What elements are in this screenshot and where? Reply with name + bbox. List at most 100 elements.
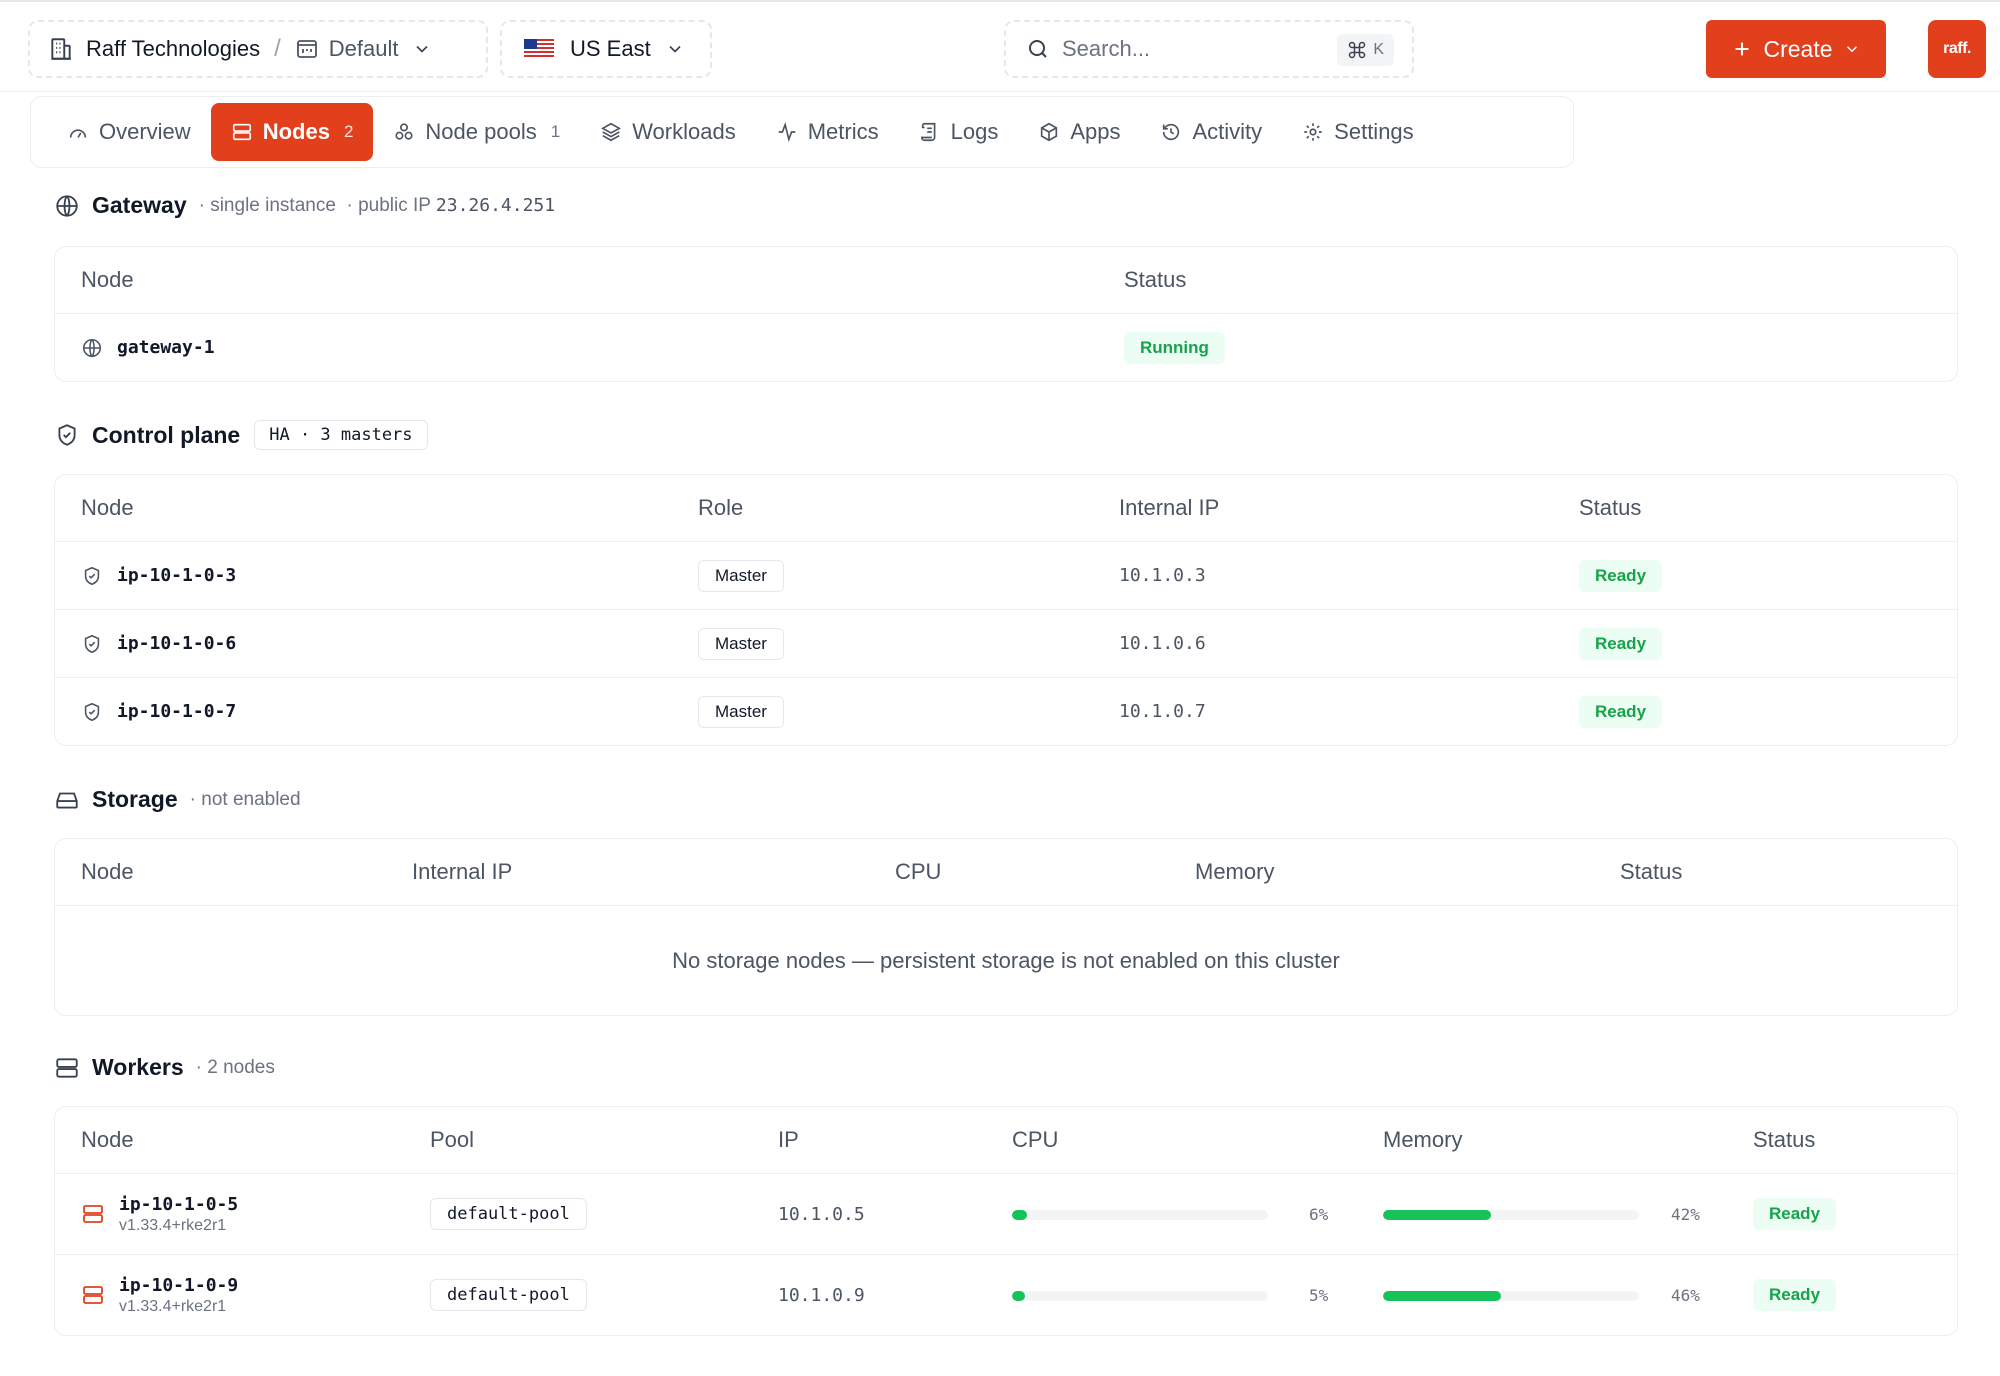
col-cpu: CPU [895, 859, 942, 884]
tab-label: Apps [1070, 119, 1121, 144]
tab-label: Metrics [807, 119, 879, 144]
node-name: ip-10-1-0-9 [119, 1274, 239, 1296]
internal-ip: 10.1.0.7 [1119, 701, 1206, 722]
hard-drive-icon [54, 787, 80, 813]
workers-title: Workers [92, 1054, 184, 1080]
node-ip: 10.1.0.9 [778, 1284, 865, 1306]
pool-badge[interactable]: default-pool [430, 1279, 587, 1311]
storage-title: Storage [92, 786, 178, 812]
region-switcher[interactable]: US East [500, 20, 712, 78]
avatar[interactable]: raff. [1928, 20, 1986, 78]
node-version: v1.33.4+rke2r1 [119, 1297, 227, 1315]
search-input[interactable]: Search... K [1004, 20, 1414, 78]
internal-ip: 10.1.0.6 [1119, 633, 1206, 654]
gear-icon [1302, 121, 1324, 143]
col-internal-ip: Internal IP [412, 859, 513, 884]
scroll-icon [919, 121, 941, 143]
table-header: Node Role Internal IP Status [55, 475, 1957, 541]
create-button[interactable]: Create [1706, 20, 1886, 78]
shield-icon [81, 701, 103, 723]
package-icon [1038, 121, 1060, 143]
tab-label: Settings [1334, 119, 1414, 144]
shortcut-key: K [1373, 41, 1384, 58]
chevron-down-icon [1843, 40, 1861, 58]
tab-label: Activity [1192, 119, 1263, 144]
table-row[interactable]: gateway-1 Running [55, 313, 1957, 381]
tab-label: Workloads [632, 119, 736, 144]
node-name: ip-10-1-0-5 [119, 1193, 239, 1215]
pools-icon [393, 121, 415, 143]
col-memory: Memory [1383, 1127, 1463, 1152]
table-row[interactable]: ip-10-1-0-5 v1.33.4+rke2r1 default-pool … [55, 1173, 1957, 1254]
tab-logs[interactable]: Logs [899, 103, 1019, 161]
memory-bar-fill [1383, 1210, 1491, 1220]
pool-badge[interactable]: default-pool [430, 1198, 587, 1230]
workers-section-header: Workers · 2 nodes [54, 1054, 275, 1081]
shield-icon [81, 565, 103, 587]
internal-ip: 10.1.0.3 [1119, 565, 1206, 586]
org-project-switcher[interactable]: Raff Technologies / Default [28, 20, 488, 78]
tab-activity[interactable]: Activity [1140, 103, 1282, 161]
search-icon [1026, 37, 1050, 61]
tab-metrics[interactable]: Metrics [756, 103, 899, 161]
node-name: ip-10-1-0-6 [117, 633, 237, 654]
col-status: Status [1753, 1127, 1816, 1152]
status-badge: Ready [1579, 559, 1663, 592]
storage-section-header: Storage · not enabled [54, 786, 301, 813]
node-info: ip-10-1-0-5 v1.33.4+rke2r1 [119, 1194, 238, 1235]
ip-cell: 10.1.0.5 [778, 1174, 865, 1254]
status-cell: Running [1124, 314, 1225, 381]
col-role: Role [698, 495, 744, 520]
memory-percent: 46% [1671, 1285, 1700, 1305]
create-label: Create [1763, 35, 1833, 62]
tab-node-pools[interactable]: Node pools 1 [373, 103, 580, 161]
col-pool: Pool [430, 1127, 475, 1152]
status-cell: Ready [1753, 1174, 1837, 1254]
tab-workloads[interactable]: Workloads [580, 103, 756, 161]
node-cell: ip-10-1-0-7 [81, 678, 236, 745]
memory-bar-fill [1383, 1291, 1501, 1301]
globe-icon [54, 193, 80, 219]
gateway-ip-label: · public IP [346, 194, 431, 216]
node-cell: ip-10-1-0-6 [81, 610, 236, 677]
table-row[interactable]: ip-10-1-0-7 Master 10.1.0.7 Ready [55, 677, 1957, 745]
node-name: gateway-1 [117, 337, 215, 358]
node-info: ip-10-1-0-9 v1.33.4+rke2r1 [119, 1275, 238, 1316]
tab-settings[interactable]: Settings [1282, 103, 1434, 161]
status-cell: Ready [1579, 610, 1663, 677]
status-badge: Ready [1579, 695, 1663, 728]
server-icon [81, 1283, 105, 1307]
gauge-icon [67, 121, 89, 143]
top-bar: Raff Technologies / Default US East Sear… [0, 0, 2000, 92]
gateway-title: Gateway [92, 192, 187, 218]
search-placeholder: Search... [1062, 36, 1151, 61]
role-cell: Master [698, 678, 784, 745]
cpu-percent: 5% [1309, 1285, 1329, 1305]
status-badge: Ready [1753, 1279, 1837, 1311]
memory-bar [1383, 1291, 1639, 1301]
activity-icon [776, 121, 798, 143]
tab-label: Logs [950, 119, 999, 144]
cpu-percent: 6% [1309, 1204, 1329, 1224]
role-badge: Master [698, 695, 784, 728]
pool-cell: default-pool [430, 1255, 587, 1335]
control-plane-title: Control plane [92, 421, 241, 448]
table-row[interactable]: ip-10-1-0-6 Master 10.1.0.6 Ready [55, 609, 1957, 677]
role-badge: Master [698, 559, 784, 592]
col-status: Status [1579, 495, 1642, 520]
table-row[interactable]: ip-10-1-0-3 Master 10.1.0.3 Ready [55, 541, 1957, 609]
tab-overview[interactable]: Overview [47, 103, 211, 161]
node-name: ip-10-1-0-3 [117, 565, 237, 586]
ha-chip: HA · 3 masters [254, 420, 428, 450]
tab-apps[interactable]: Apps [1018, 103, 1140, 161]
tab-label: Nodes [262, 119, 330, 144]
tab-nodes[interactable]: Nodes 2 [210, 103, 374, 161]
gateway-section-header: Gateway · single instance · public IP 23… [54, 192, 555, 219]
empty-state: No storage nodes — persistent storage is… [55, 905, 1957, 1015]
tab-count: 2 [343, 122, 354, 141]
node-cell: ip-10-1-0-3 [81, 542, 236, 609]
storage-meta: · not enabled [189, 788, 301, 810]
table-row[interactable]: ip-10-1-0-9 v1.33.4+rke2r1 default-pool … [55, 1254, 1957, 1335]
ip-cell: 10.1.0.3 [1119, 542, 1206, 609]
gateway-public-ip: 23.26.4.251 [435, 194, 556, 216]
